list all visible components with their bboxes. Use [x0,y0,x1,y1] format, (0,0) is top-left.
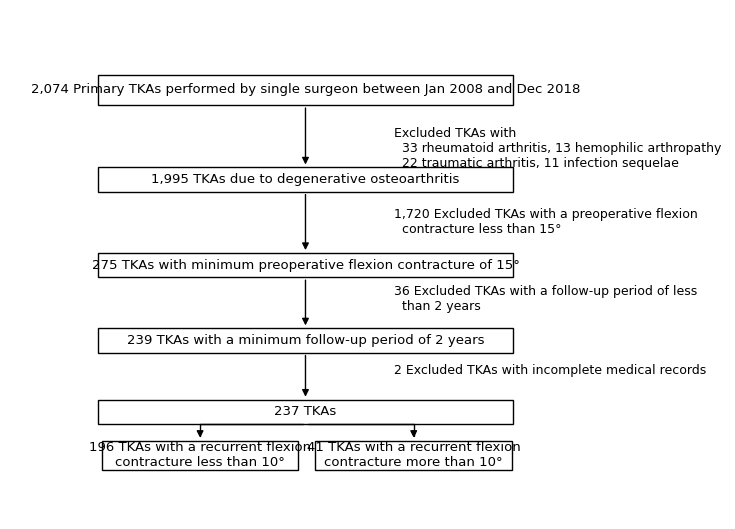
Text: 41 TKAs with a recurrent flexion
contracture more than 10°: 41 TKAs with a recurrent flexion contrac… [306,441,520,469]
Text: 2 Excluded TKAs with incomplete medical records: 2 Excluded TKAs with incomplete medical … [394,364,706,377]
FancyBboxPatch shape [102,441,298,470]
Text: 196 TKAs with a recurrent flexion
contracture less than 10°: 196 TKAs with a recurrent flexion contra… [89,441,311,469]
FancyBboxPatch shape [98,75,513,105]
FancyBboxPatch shape [98,253,513,277]
FancyBboxPatch shape [98,399,513,424]
FancyBboxPatch shape [98,328,513,353]
Text: 1,720 Excluded TKAs with a preoperative flexion
  contracture less than 15°: 1,720 Excluded TKAs with a preoperative … [394,208,698,236]
Text: 239 TKAs with a minimum follow-up period of 2 years: 239 TKAs with a minimum follow-up period… [126,334,484,347]
Text: 237 TKAs: 237 TKAs [274,405,337,418]
FancyBboxPatch shape [315,441,512,470]
Text: 2,074 Primary TKAs performed by single surgeon between Jan 2008 and Dec 2018: 2,074 Primary TKAs performed by single s… [31,84,580,96]
Text: 36 Excluded TKAs with a follow-up period of less
  than 2 years: 36 Excluded TKAs with a follow-up period… [394,286,697,314]
Text: Excluded TKAs with
  33 rheumatoid arthritis, 13 hemophilic arthropathy
  22 tra: Excluded TKAs with 33 rheumatoid arthrit… [394,126,721,170]
Text: 1,995 TKAs due to degenerative osteoarthritis: 1,995 TKAs due to degenerative osteoarth… [151,173,459,186]
FancyBboxPatch shape [98,167,513,192]
Text: 275 TKAs with minimum preoperative flexion contracture of 15°: 275 TKAs with minimum preoperative flexi… [92,259,520,271]
